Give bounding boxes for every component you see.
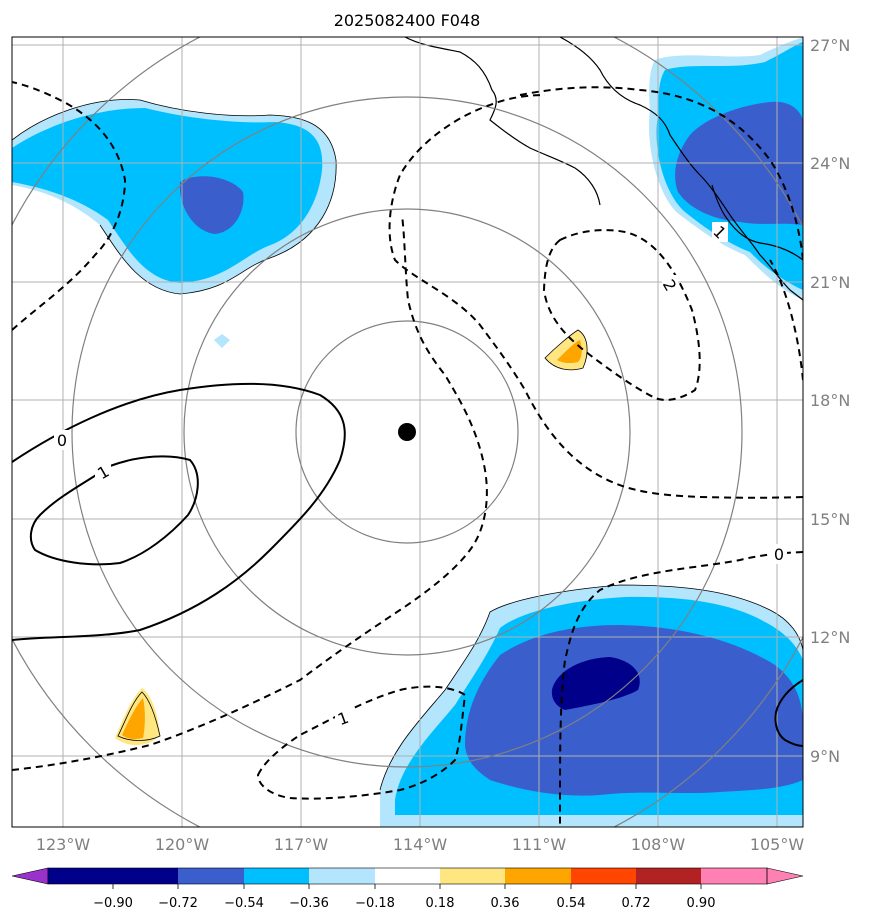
colorbar-bin-11 — [701, 868, 767, 884]
colorbar-bin-10 — [636, 868, 701, 884]
colorbar-tick-label: 0.90 — [687, 896, 716, 911]
contour-zero-southeast — [774, 679, 803, 747]
contour-zero-west — [12, 382, 346, 641]
contour-label-zero-west: 0 — [57, 431, 67, 450]
contour-label-zero-east: 0 — [774, 545, 784, 564]
colorbar-low-extend — [11, 867, 49, 885]
colorbar-tick-label: −0.90 — [93, 896, 133, 911]
coastline — [404, 37, 803, 301]
colorbar-bin-7 — [440, 868, 505, 884]
lon-label-117w: 117°W — [274, 835, 329, 854]
lat-label-24n: 24°N — [810, 154, 850, 173]
colorbar: −0.90 −0.72 −0.54 −0.36 −0.18 0.18 0.36 … — [11, 867, 804, 911]
lon-label-108w: 108°W — [631, 835, 686, 854]
shading-small-patch — [214, 334, 230, 348]
colorbar-tick-label: 0.18 — [426, 896, 455, 911]
colorbar-bin-9 — [571, 868, 636, 884]
contour-zero-east — [559, 551, 803, 827]
figure-title: 2025082400 F048 — [334, 11, 481, 30]
colorbar-bin-1 — [48, 868, 113, 884]
shading-positive-east — [544, 329, 588, 371]
range-rings — [12, 37, 803, 827]
latitude-labels: 27°N 24°N 21°N 18°N 15°N 12°N 9°N — [810, 36, 850, 766]
lat-label-15n: 15°N — [810, 510, 850, 529]
colorbar-bin-8 — [505, 868, 571, 884]
storm-center-marker — [398, 423, 416, 441]
shading-positive-southwest — [115, 688, 161, 746]
lat-label-27n: 27°N — [810, 36, 850, 55]
colorbar-high-extend — [766, 867, 804, 885]
colorbar-tick-label: −0.72 — [158, 896, 198, 911]
plot-frame — [11, 36, 804, 828]
colorbar-tick-label: −0.18 — [355, 896, 395, 911]
lon-label-123w: 123°W — [36, 835, 91, 854]
colorbar-bin-3 — [178, 868, 244, 884]
lon-label-105w: 105°W — [750, 835, 805, 854]
lat-label-9n: 9°N — [810, 747, 840, 766]
lat-label-21n: 21°N — [810, 273, 850, 292]
lat-label-12n: 12°N — [810, 628, 850, 647]
colorbar-tick-label: −0.36 — [289, 896, 329, 911]
contours — [12, 81, 803, 827]
longitude-labels: 123°W 120°W 117°W 114°W 111°W 108°W 105°… — [36, 835, 805, 854]
colorbar-bin-4 — [244, 868, 309, 884]
plot-area: 0 1 2 1 1 0 — [12, 37, 803, 827]
shading-northwest — [12, 99, 337, 295]
contour-neg-two — [542, 229, 701, 401]
lon-label-120w: 120°W — [155, 835, 210, 854]
lon-label-114w: 114°W — [393, 835, 448, 854]
colorbar-bin-6 — [375, 868, 440, 884]
shading-southeast — [379, 584, 803, 827]
colorbar-tick-label: 0.72 — [622, 896, 651, 911]
colorbar-bin-2 — [113, 868, 178, 884]
lat-label-18n: 18°N — [810, 391, 850, 410]
colorbar-tick-label: 0.54 — [557, 896, 586, 911]
colorbar-tick-label: −0.54 — [224, 896, 264, 911]
contour-neg-one — [12, 81, 803, 771]
colorbar-tick-label: 0.36 — [491, 896, 520, 911]
lon-label-111w: 111°W — [512, 835, 567, 854]
colorbar-bin-5 — [309, 868, 375, 884]
contour-label-group: 0 1 2 1 1 0 — [54, 222, 787, 729]
